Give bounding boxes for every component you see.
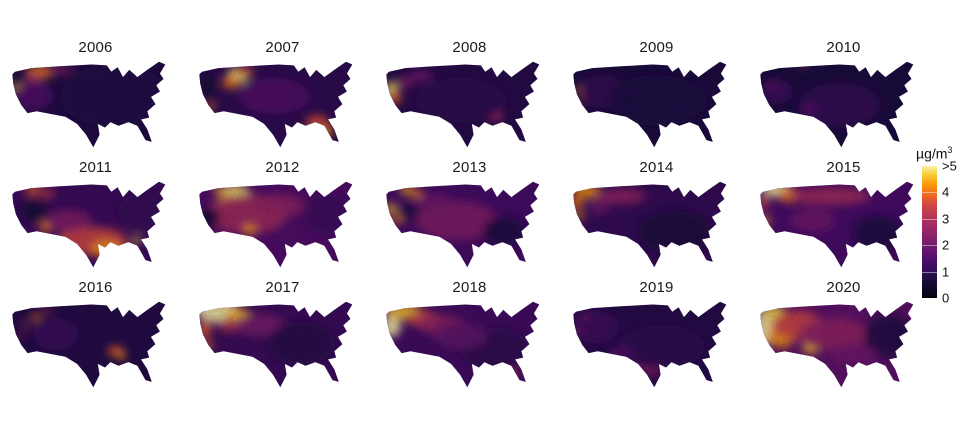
legend-tick-1: 1	[942, 264, 950, 280]
map-cell-2007: 2007	[189, 38, 376, 158]
us-heatmap-2020	[759, 301, 913, 388]
us-heatmap-2010	[759, 61, 913, 148]
map-cell-2017: 2017	[189, 278, 376, 398]
us-heatmap-2015	[759, 181, 913, 268]
colorbar-tick-line	[922, 218, 937, 220]
year-label-2019: 2019	[639, 279, 674, 296]
year-label-2017: 2017	[265, 279, 300, 296]
us-heatmap-2013	[385, 181, 539, 268]
year-label-2006: 2006	[78, 39, 113, 56]
year-label-2015: 2015	[826, 159, 861, 176]
colorbar-legend: µg/m3 >5 4 3 2 1 0	[916, 140, 960, 306]
us-heatmap-2019	[572, 301, 726, 388]
legend-tick-0: 0	[942, 290, 950, 306]
legend-unit-exponent: 3	[947, 145, 953, 155]
us-heatmap-2016	[11, 301, 165, 388]
map-cell-2009: 2009	[563, 38, 750, 158]
us-heatmap-2018	[385, 301, 539, 388]
us-heatmap-2007	[198, 61, 352, 148]
legend-tick-2: 2	[942, 237, 950, 253]
legend-tick-labels: >5 4 3 2 1 0	[942, 159, 960, 306]
year-label-2007: 2007	[265, 39, 300, 56]
colorbar-gradient	[922, 166, 937, 298]
map-cell-2018: 2018	[376, 278, 563, 398]
legend-body: >5 4 3 2 1 0	[916, 159, 960, 306]
us-heatmap-2009	[572, 61, 726, 148]
map-cell-2015: 2015	[750, 158, 937, 278]
map-cell-2006: 2006	[2, 38, 189, 158]
map-cell-2010: 2010	[750, 38, 937, 158]
map-cell-2013: 2013	[376, 158, 563, 278]
map-cell-2008: 2008	[376, 38, 563, 158]
legend-tick-3: 3	[942, 211, 950, 227]
legend-unit-base: µg/m	[916, 145, 948, 162]
legend-tick-5: >5	[942, 158, 957, 174]
us-heatmap-2011	[11, 181, 165, 268]
colorbar-tick-line	[922, 271, 937, 273]
map-grid: 2006 2007 2008 2009 2010 2011 2012 2013 2014 2015…	[2, 38, 937, 398]
us-heatmap-2014	[572, 181, 726, 268]
us-heatmap-2017	[198, 301, 352, 388]
year-label-2009: 2009	[639, 39, 674, 56]
legend-tick-4: 4	[942, 184, 950, 200]
legend-unit-label: µg/m3	[916, 140, 960, 162]
year-label-2013: 2013	[452, 159, 487, 176]
map-cell-2014: 2014	[563, 158, 750, 278]
year-label-2008: 2008	[452, 39, 487, 56]
year-label-2012: 2012	[265, 159, 300, 176]
year-label-2016: 2016	[78, 279, 113, 296]
year-label-2020: 2020	[826, 279, 861, 296]
map-cell-2020: 2020	[750, 278, 937, 398]
us-heatmap-2012	[198, 181, 352, 268]
year-label-2014: 2014	[639, 159, 674, 176]
colorbar-tick-line	[922, 245, 937, 247]
us-heatmap-2006	[11, 61, 165, 148]
colorbar-tick-line	[922, 192, 937, 194]
year-label-2011: 2011	[78, 159, 113, 176]
map-cell-2012: 2012	[189, 158, 376, 278]
map-cell-2011: 2011	[2, 158, 189, 278]
us-heatmap-2008	[385, 61, 539, 148]
map-cell-2016: 2016	[2, 278, 189, 398]
year-label-2018: 2018	[452, 279, 487, 296]
year-label-2010: 2010	[826, 39, 861, 56]
map-cell-2019: 2019	[563, 278, 750, 398]
